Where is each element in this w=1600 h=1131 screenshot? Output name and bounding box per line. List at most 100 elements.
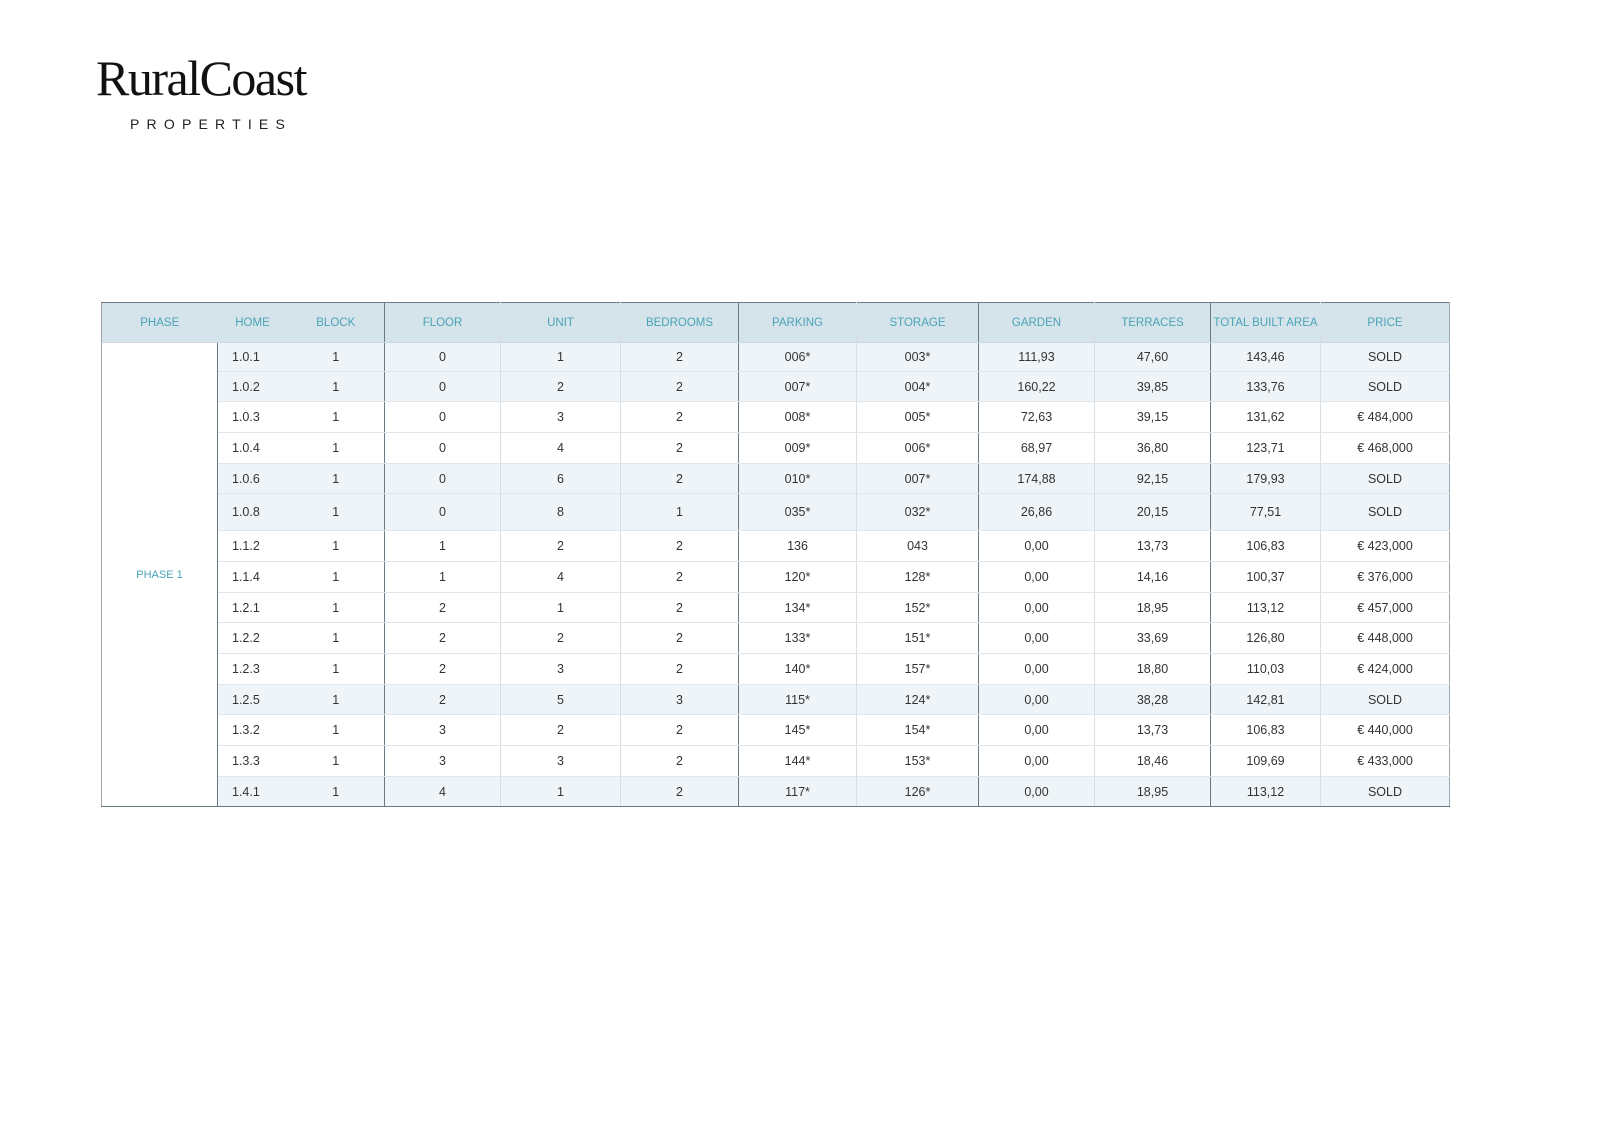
- cell-floor: 2: [384, 592, 501, 623]
- cell-bedrooms: 2: [620, 622, 739, 654]
- cell-total-built-area: 113,12: [1210, 776, 1321, 807]
- cell-total-built-area: 77,51: [1210, 493, 1321, 531]
- cell-terraces: 39,15: [1094, 401, 1211, 433]
- cell-home: 1.0.2: [217, 371, 288, 402]
- column-header-phase: PHASE: [101, 302, 218, 343]
- table-header-row: PHASE HOME BLOCK FLOOR UNIT BEDROOMS PARKING ST…: [101, 302, 1450, 343]
- cell-price: € 484,000: [1320, 401, 1450, 433]
- cell-bedrooms: 2: [620, 561, 739, 593]
- cell-block: 1: [287, 371, 385, 402]
- cell-garden: 0,00: [978, 745, 1095, 777]
- cell-parking: 006*: [738, 342, 857, 372]
- cell-home: 1.0.1: [217, 342, 288, 372]
- cell-garden: 26,86: [978, 493, 1095, 531]
- table-row: 1.1.2 1 1 2 2 136 043 0,00 13,73 106,83 € 423,000: [102, 530, 1450, 562]
- cell-floor: 0: [384, 463, 501, 494]
- cell-garden: 0,00: [978, 622, 1095, 654]
- cell-parking: 117*: [738, 776, 857, 807]
- column-header-home: HOME: [217, 302, 288, 343]
- cell-total-built-area: 109,69: [1210, 745, 1321, 777]
- cell-bedrooms: 2: [620, 592, 739, 623]
- cell-unit: 1: [500, 776, 621, 807]
- cell-unit: 1: [500, 342, 621, 372]
- cell-storage: 152*: [856, 592, 979, 623]
- cell-floor: 0: [384, 342, 501, 372]
- cell-storage: 003*: [856, 342, 979, 372]
- cell-price: SOLD: [1320, 342, 1450, 372]
- cell-bedrooms: 2: [620, 342, 739, 372]
- cell-block: 1: [287, 714, 385, 746]
- cell-terraces: 13,73: [1094, 714, 1211, 746]
- cell-storage: 004*: [856, 371, 979, 402]
- cell-unit: 4: [500, 561, 621, 593]
- cell-total-built-area: 179,93: [1210, 463, 1321, 494]
- cell-total-built-area: 110,03: [1210, 653, 1321, 685]
- cell-block: 1: [287, 684, 385, 715]
- cell-bedrooms: 1: [620, 493, 739, 531]
- cell-home: 1.0.3: [217, 401, 288, 433]
- cell-storage: 157*: [856, 653, 979, 685]
- cell-parking: 035*: [738, 493, 857, 531]
- cell-unit: 6: [500, 463, 621, 494]
- cell-terraces: 38,28: [1094, 684, 1211, 715]
- cell-total-built-area: 133,76: [1210, 371, 1321, 402]
- table-row: 1.2.5 1 2 5 3 115* 124* 0,00 38,28 142,81 SOLD: [102, 684, 1450, 715]
- table-row: 1.0.4 1 0 4 2 009* 006* 68,97 36,80 123,71 € 468,0…: [102, 432, 1450, 464]
- cell-garden: 0,00: [978, 530, 1095, 562]
- cell-unit: 5: [500, 684, 621, 715]
- cell-block: 1: [287, 463, 385, 494]
- cell-terraces: 18,80: [1094, 653, 1211, 685]
- cell-price: SOLD: [1320, 371, 1450, 402]
- cell-garden: 68,97: [978, 432, 1095, 464]
- cell-home: 1.2.3: [217, 653, 288, 685]
- cell-unit: 3: [500, 653, 621, 685]
- cell-storage: 151*: [856, 622, 979, 654]
- cell-home: 1.4.1: [217, 776, 288, 807]
- cell-block: 1: [287, 530, 385, 562]
- table-row: 1.0.6 1 0 6 2 010* 007* 174,88 92,15 179,93 SOLD: [102, 463, 1450, 494]
- cell-block: 1: [287, 342, 385, 372]
- cell-home: 1.2.5: [217, 684, 288, 715]
- cell-floor: 2: [384, 622, 501, 654]
- cell-parking: 144*: [738, 745, 857, 777]
- cell-bedrooms: 2: [620, 401, 739, 433]
- cell-block: 1: [287, 622, 385, 654]
- cell-floor: 1: [384, 530, 501, 562]
- cell-price: € 468,000: [1320, 432, 1450, 464]
- cell-storage: 154*: [856, 714, 979, 746]
- cell-price: € 423,000: [1320, 530, 1450, 562]
- cell-floor: 0: [384, 401, 501, 433]
- cell-unit: 2: [500, 622, 621, 654]
- cell-garden: 174,88: [978, 463, 1095, 494]
- cell-home: 1.3.3: [217, 745, 288, 777]
- cell-garden: 111,93: [978, 342, 1095, 372]
- cell-unit: 3: [500, 401, 621, 433]
- cell-unit: 3: [500, 745, 621, 777]
- cell-bedrooms: 2: [620, 530, 739, 562]
- cell-garden: 0,00: [978, 561, 1095, 593]
- cell-unit: 8: [500, 493, 621, 531]
- cell-floor: 1: [384, 561, 501, 593]
- cell-price: € 457,000: [1320, 592, 1450, 623]
- cell-terraces: 18,95: [1094, 776, 1211, 807]
- cell-storage: 007*: [856, 463, 979, 494]
- cell-terraces: 20,15: [1094, 493, 1211, 531]
- cell-price: SOLD: [1320, 684, 1450, 715]
- cell-floor: 0: [384, 432, 501, 464]
- cell-total-built-area: 131,62: [1210, 401, 1321, 433]
- cell-home: 1.0.4: [217, 432, 288, 464]
- column-header-price: PRICE: [1320, 302, 1450, 343]
- cell-bedrooms: 2: [620, 776, 739, 807]
- cell-block: 1: [287, 776, 385, 807]
- cell-price: € 376,000: [1320, 561, 1450, 593]
- cell-price: SOLD: [1320, 493, 1450, 531]
- cell-block: 1: [287, 561, 385, 593]
- cell-parking: 008*: [738, 401, 857, 433]
- cell-block: 1: [287, 745, 385, 777]
- cell-floor: 2: [384, 653, 501, 685]
- cell-terraces: 39,85: [1094, 371, 1211, 402]
- cell-price: € 433,000: [1320, 745, 1450, 777]
- cell-parking: 136: [738, 530, 857, 562]
- table-row: PHASE 1 1.0.1 1 0 1 2 006* 003* 111,93 47,60 143,4…: [101, 342, 1450, 807]
- cell-garden: 72,63: [978, 401, 1095, 433]
